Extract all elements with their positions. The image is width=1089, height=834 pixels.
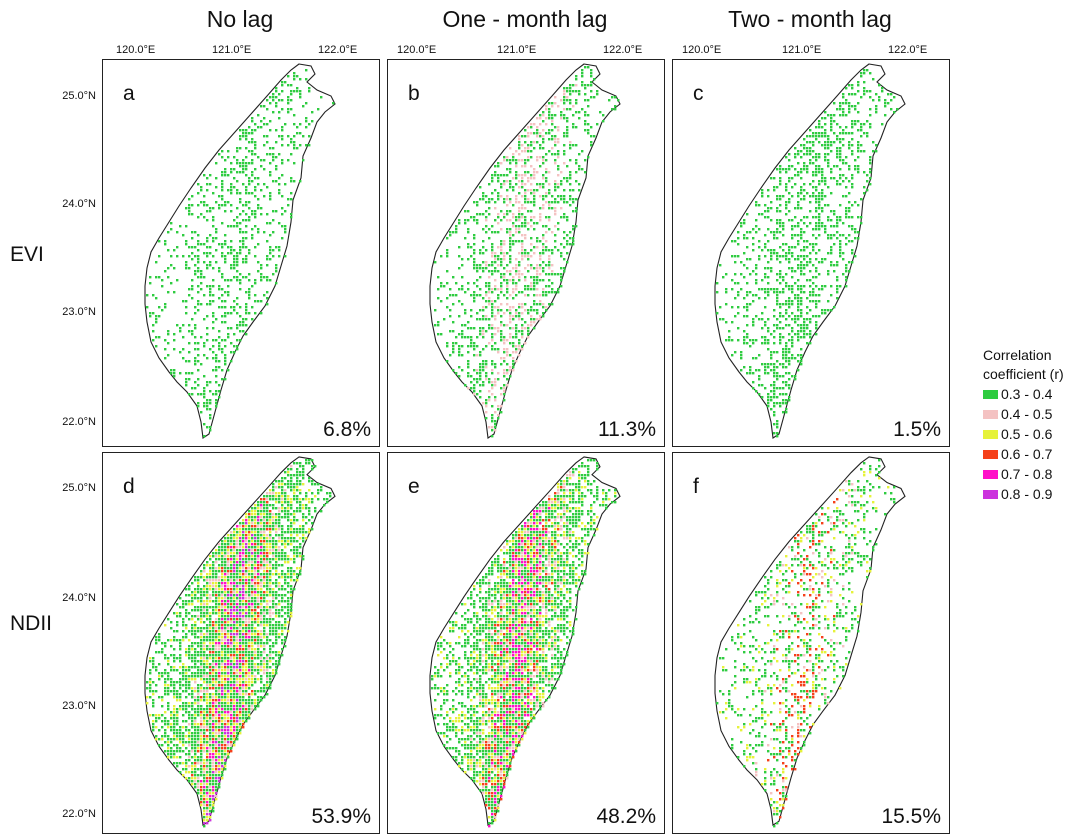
lat-label: 24.0°N (62, 198, 96, 210)
panel-letter: d (123, 475, 135, 498)
column-title-one-month-lag: One - month lag (442, 6, 608, 32)
panel-letter: a (123, 82, 135, 105)
taiwan-map (144, 456, 336, 828)
legend-label: 0.3 - 0.4 (1001, 385, 1053, 402)
legend: Correlation coefficient (r) 0.3 - 0.4 0.… (983, 346, 1064, 504)
legend-swatch (983, 469, 998, 479)
taiwan-map (714, 63, 906, 439)
panel-percentage: 1.5% (893, 418, 941, 441)
map-panel-a: a 6.8% (102, 59, 380, 447)
correlation-pixels (434, 66, 620, 438)
lon-label: 121.0°E (497, 44, 537, 56)
lon-label: 120.0°E (397, 44, 437, 56)
column-title-two-month-lag: Two - month lag (728, 6, 892, 32)
panel-percentage: 15.5% (881, 805, 941, 828)
panel-percentage: 53.9% (311, 805, 371, 828)
taiwan-map (714, 456, 906, 828)
panel-percentage: 6.8% (323, 418, 371, 441)
legend-item: 0.3 - 0.4 (983, 384, 1064, 404)
lon-label: 121.0°E (212, 44, 252, 56)
correlation-pixels (146, 69, 335, 438)
legend-label: 0.8 - 0.9 (1001, 485, 1053, 502)
legend-item: 0.4 - 0.5 (983, 404, 1064, 424)
legend-item: 0.8 - 0.9 (983, 484, 1064, 504)
island-outline (714, 63, 906, 439)
column-title-no-lag: No lag (206, 6, 274, 32)
row-label-evi: EVI (10, 243, 44, 266)
panel-letter: f (693, 475, 699, 498)
map-panel-c: c 1.5% (672, 59, 950, 447)
correlation-pixels (431, 459, 617, 828)
panel-letter: e (408, 475, 420, 498)
lat-label: 25.0°N (62, 90, 96, 102)
legend-title-line1: Correlation (983, 347, 1052, 363)
row-label-ndii: NDII (10, 612, 52, 635)
lat-label: 23.0°N (62, 700, 96, 712)
lat-label: 25.0°N (62, 482, 96, 494)
legend-swatch (983, 429, 998, 439)
lon-label: 122.0°E (888, 44, 928, 56)
lon-label: 120.0°E (116, 44, 156, 56)
legend-label: 0.4 - 0.5 (1001, 405, 1053, 422)
legend-item: 0.5 - 0.6 (983, 424, 1064, 444)
legend-swatch (983, 389, 998, 399)
map-panel-f: f 15.5% (672, 452, 950, 834)
correlation-pixels (716, 69, 899, 438)
legend-label: 0.7 - 0.8 (1001, 465, 1053, 482)
legend-title-line2: coefficient (r) (983, 366, 1064, 382)
taiwan-map (429, 63, 621, 439)
taiwan-map (144, 63, 336, 439)
panel-letter: c (693, 82, 704, 105)
legend-swatch (983, 489, 998, 499)
legend-item: 0.7 - 0.8 (983, 464, 1064, 484)
panel-percentage: 48.2% (596, 805, 656, 828)
legend-swatch (983, 409, 998, 419)
lon-label: 122.0°E (603, 44, 643, 56)
map-panel-d: d 53.9% (102, 452, 380, 834)
panel-percentage: 11.3% (598, 418, 656, 441)
lon-label: 120.0°E (682, 44, 722, 56)
correlation-pixels (146, 459, 332, 828)
map-panel-b: b 11.3% (387, 59, 665, 447)
lat-label: 22.0°N (62, 808, 96, 820)
panel-letter: b (408, 82, 420, 105)
lon-label: 121.0°E (782, 44, 822, 56)
lon-label: 122.0°E (318, 44, 358, 56)
lat-label: 24.0°N (62, 592, 96, 604)
legend-swatch (983, 449, 998, 459)
map-panel-e: e 48.2% (387, 452, 665, 834)
legend-label: 0.5 - 0.6 (1001, 425, 1053, 442)
lat-label: 22.0°N (62, 416, 96, 428)
legend-item: 0.6 - 0.7 (983, 444, 1064, 464)
lat-label: 23.0°N (62, 306, 96, 318)
legend-label: 0.6 - 0.7 (1001, 445, 1053, 462)
correlation-pixels (716, 459, 896, 828)
taiwan-map (429, 456, 621, 828)
